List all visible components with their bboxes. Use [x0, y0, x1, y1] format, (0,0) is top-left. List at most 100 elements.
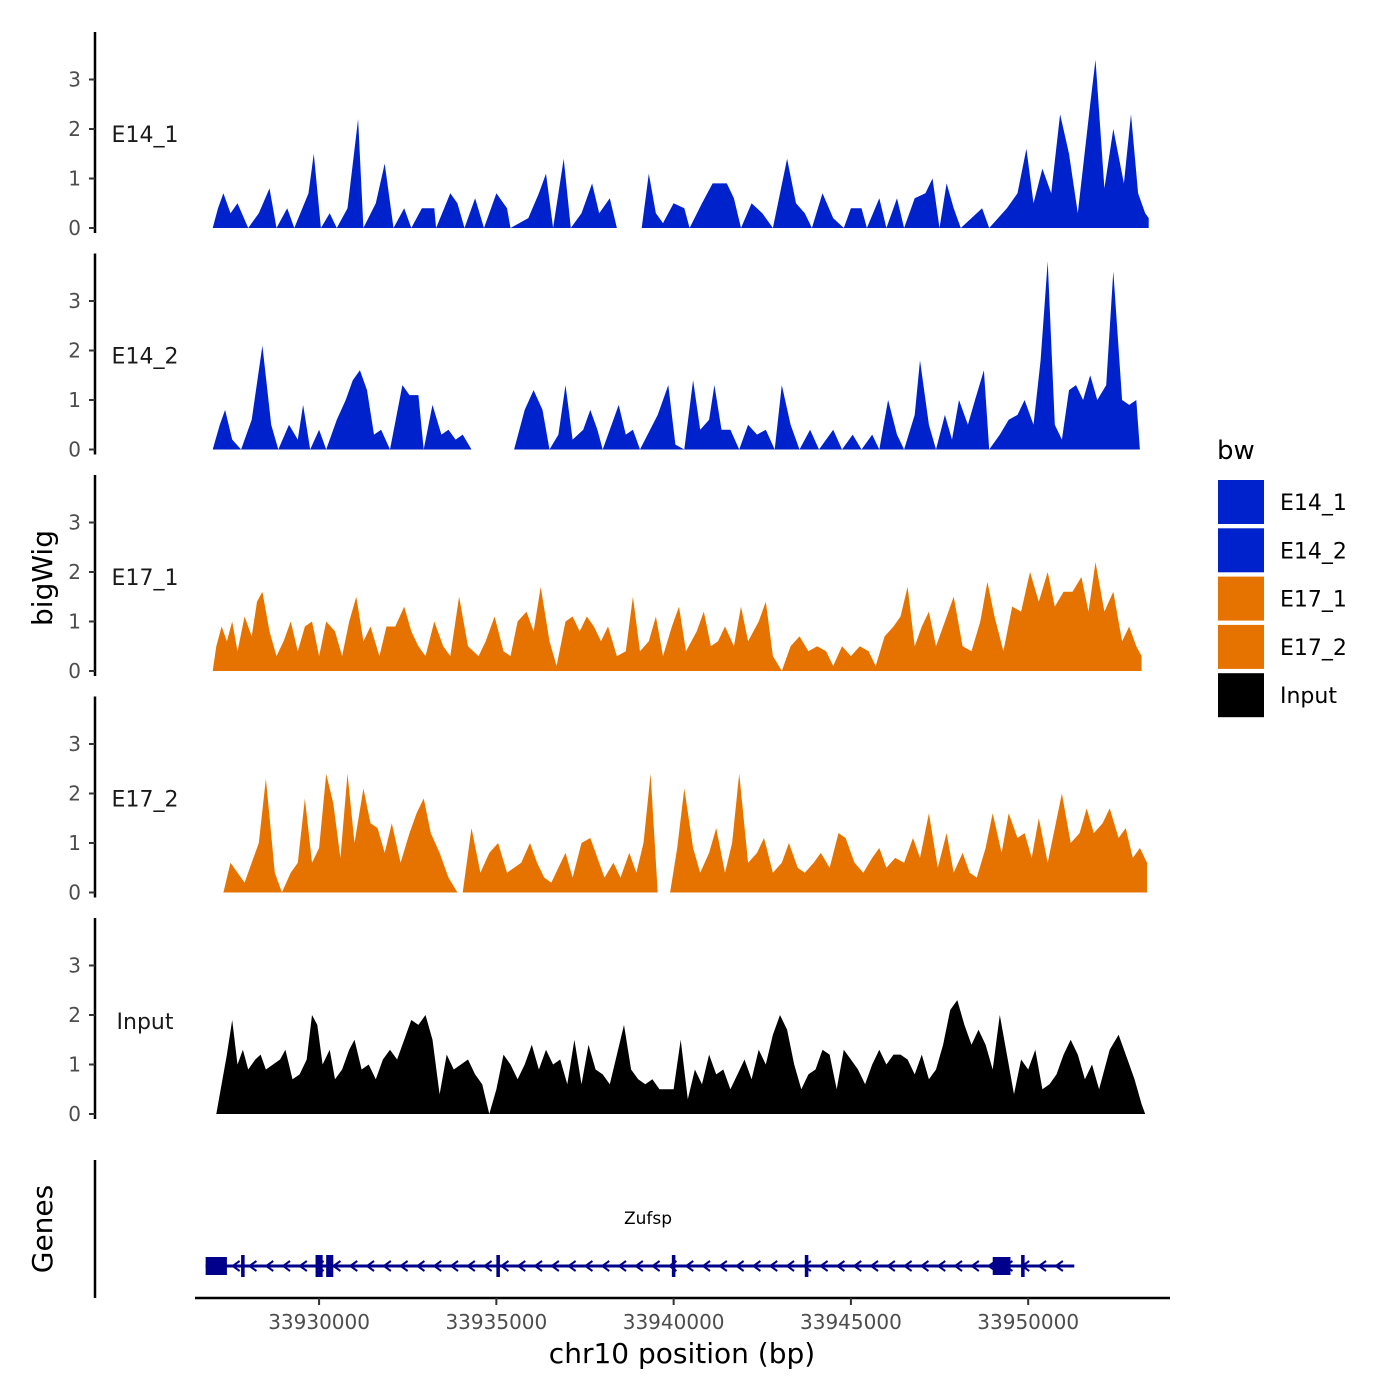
- strand-chevron: [533, 1260, 543, 1272]
- y-tick-label-input-1: 1: [68, 1053, 81, 1077]
- strand-chevron: [600, 1260, 610, 1272]
- area-series-e14-1: [212, 59, 1149, 229]
- panel-input: 0 1 2 3 Input: [68, 918, 1146, 1126]
- strand-chevron: [650, 1260, 661, 1272]
- panel-e14-1: 0 1 2 3 E14_1: [68, 32, 1149, 240]
- x-tick-label-33945000: 33945000: [800, 1310, 902, 1334]
- strand-chevron: [550, 1260, 560, 1272]
- legend-swatch-e14-1: [1218, 480, 1264, 524]
- y-tick-label-e17-2-0: 0: [68, 881, 81, 905]
- legend-label-e14-2: E14_2: [1280, 539, 1347, 564]
- strand-chevron: [516, 1260, 526, 1272]
- track-label-e17-1: E17_1: [112, 566, 179, 591]
- gene-zufsp: [205, 1255, 1075, 1277]
- legend-title: bw: [1217, 436, 1255, 466]
- legend-swatch-input: [1218, 673, 1264, 718]
- panel-e17-2: 0 1 2 3 E17_2: [68, 696, 1147, 905]
- exon-4: [326, 1255, 334, 1277]
- y-tick-label-e14-2-3: 3: [68, 289, 81, 313]
- x-axis: 33930000 33935000 33940000 33945000 33950000…: [195, 1296, 1170, 1370]
- y-tick-label-e14-2-2: 2: [68, 339, 81, 363]
- track-label-e14-1: E14_1: [112, 123, 179, 148]
- strand-chevron: [365, 1260, 375, 1272]
- y-tick-label-input-2: 2: [68, 1003, 81, 1027]
- x-axis-title: chr10 position (bp): [549, 1337, 815, 1370]
- y-tick-label-e14-1-0: 0: [68, 216, 81, 240]
- track-label-e17-2: E17_2: [112, 788, 179, 813]
- exon-8: [992, 1257, 1011, 1275]
- strand-chevron: [902, 1260, 913, 1272]
- y-tick-label-input-0: 0: [68, 1102, 81, 1126]
- strand-chevron: [331, 1260, 342, 1272]
- area-series-e17-1: [212, 562, 1142, 671]
- track-label-input: Input: [117, 1010, 174, 1035]
- legend-label-input: Input: [1280, 684, 1337, 709]
- gene-name-label: Zufsp: [624, 1209, 672, 1229]
- legend-swatch-e17-2: [1218, 624, 1264, 669]
- y-tick-label-e17-1-2: 2: [68, 560, 81, 584]
- legend-swatch-e14-2: [1218, 528, 1264, 573]
- legend: bw E14_1 E14_2 E17_1 E17_2 Input: [1217, 436, 1347, 718]
- strand-chevron: [768, 1260, 778, 1272]
- legend-items: E14_1 E14_2 E17_1 E17_2 Input: [1218, 480, 1347, 718]
- track-label-e14-2: E14_2: [112, 345, 179, 370]
- strand-chevron: [701, 1260, 711, 1272]
- y-tick-label-e14-1-2: 2: [68, 117, 81, 141]
- strand-chevron: [264, 1260, 274, 1272]
- strand-chevron: [617, 1260, 627, 1272]
- strand-chevron: [970, 1260, 980, 1272]
- legend-label-e14-1: E14_1: [1280, 491, 1347, 516]
- gene-track-title: Genes: [26, 1185, 59, 1273]
- strand-chevron: [802, 1260, 812, 1272]
- panel-e14-2: 0 1 2 3 E14_2: [68, 253, 1140, 462]
- y-tick-label-e17-2-2: 2: [68, 782, 81, 806]
- area-series-input: [216, 1000, 1146, 1114]
- strand-chevron: [281, 1260, 291, 1272]
- strand-chevron: [835, 1260, 846, 1272]
- exon-9: [1021, 1255, 1025, 1277]
- y-tick-label-input-3: 3: [68, 954, 81, 978]
- strand-chevron: [398, 1260, 409, 1272]
- legend-label-e17-2: E17_2: [1280, 636, 1347, 661]
- strand-chevron: [734, 1260, 745, 1272]
- strand-chevron: [247, 1260, 258, 1272]
- exon-3: [315, 1255, 323, 1277]
- strand-chevron: [634, 1260, 644, 1272]
- y-tick-label-e17-1-0: 0: [68, 659, 81, 683]
- strand-chevron: [953, 1260, 963, 1272]
- y-tick-label-e17-2-1: 1: [68, 831, 81, 855]
- strand-chevron: [415, 1260, 426, 1272]
- y-tick-label-e17-1-1: 1: [68, 610, 81, 634]
- exon-5: [496, 1255, 500, 1277]
- x-tick-label-33940000: 33940000: [623, 1310, 725, 1334]
- x-tick-label-33935000: 33935000: [445, 1310, 547, 1334]
- strand-chevron: [886, 1260, 896, 1272]
- strand-chevron: [852, 1260, 862, 1272]
- exon-7: [804, 1255, 809, 1277]
- strand-chevron: [298, 1260, 308, 1272]
- y-tick-label-e14-2-0: 0: [68, 438, 81, 462]
- panel-e17-1: 0 1 2 3 E17_1: [68, 475, 1142, 683]
- strand-chevron: [566, 1260, 577, 1272]
- exon-2: [241, 1255, 245, 1277]
- y-tick-label-e14-2-1: 1: [68, 388, 81, 412]
- strand-chevron: [466, 1260, 476, 1272]
- exon-6: [671, 1255, 676, 1277]
- gene-track: Genes Zufsp: [26, 1160, 1075, 1298]
- strand-chevron: [1054, 1260, 1064, 1272]
- strand-chevron: [919, 1260, 930, 1272]
- x-axis-ticks: 33930000 33935000 33940000 33945000 33950000: [268, 1298, 1079, 1334]
- strand-chevron: [230, 1260, 241, 1272]
- strand-chevron: [936, 1260, 946, 1272]
- area-series-e14-2: [212, 261, 1140, 450]
- y-tick-label-e17-2-3: 3: [68, 732, 81, 756]
- strand-chevron: [382, 1260, 392, 1272]
- y-tick-label-e14-1-1: 1: [68, 167, 81, 191]
- strand-chevron: [684, 1260, 694, 1272]
- strand-chevron: [583, 1260, 594, 1272]
- y-tick-label-e17-1-3: 3: [68, 511, 81, 535]
- signal-panels: 0 1 2 3 E14_1 0 1 2 3 E14_2 0 1 2 3 E17_1 0 1 2 3 E17_2 0 1 2 3…: [68, 32, 1149, 1126]
- legend-label-e17-1: E17_1: [1280, 588, 1347, 613]
- legend-swatch-e17-1: [1218, 576, 1264, 621]
- strand-chevron: [869, 1260, 879, 1272]
